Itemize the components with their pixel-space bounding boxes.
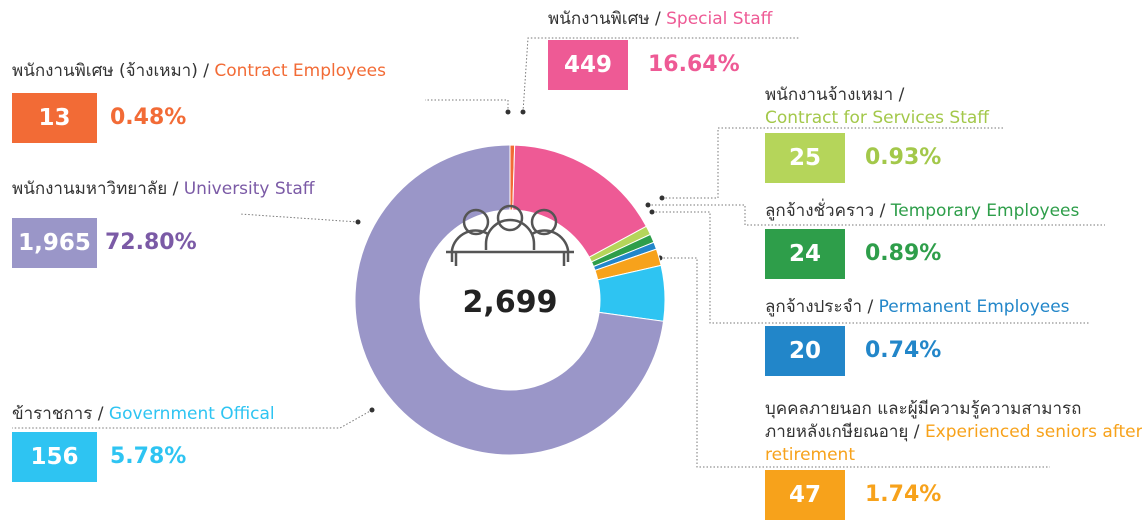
- count-box: 156: [12, 432, 97, 482]
- category-label: พนักงานพิเศษ / Special Staff: [548, 8, 848, 31]
- total-label: 2,699: [463, 285, 558, 320]
- leader: [12, 407, 375, 429]
- label-thai: พนักงานพิเศษ (จ้างเหมา) /: [12, 61, 209, 81]
- category-label: ลูกจ้างประจำ / Permanent Employees: [765, 296, 1135, 319]
- label-thai: ลูกจ้างประจำ /: [765, 297, 874, 317]
- leader: [239, 213, 361, 225]
- leader: [649, 209, 1090, 324]
- center-icon: [446, 204, 574, 266]
- category-label: พนักงานจ้างเหมา / Contract for Services …: [765, 84, 1065, 130]
- leader-line: [239, 213, 359, 223]
- leader: [425, 99, 511, 115]
- percentage-label: 0.74%: [865, 338, 942, 363]
- percentage-label: 0.93%: [865, 145, 942, 170]
- label-thai: พนักงานจ้างเหมา /: [765, 85, 905, 105]
- category-label: ลูกจ้างชั่วคราว / Temporary Employees: [765, 200, 1135, 223]
- count-box: 1,965: [12, 218, 97, 268]
- leader: [520, 37, 800, 115]
- label-thai: ลูกจ้างชั่วคราว /: [765, 201, 886, 221]
- label-english: Experienced seniors after retirement: [765, 422, 1142, 465]
- label-english: Special Staff: [666, 9, 773, 29]
- category-label: บุคคลภายนอก และผู้มีความรู้ความสามารถ ภา…: [765, 398, 1142, 467]
- percentage-label: 0.89%: [865, 241, 942, 266]
- count-box: 20: [765, 326, 845, 376]
- leader: [645, 202, 1105, 226]
- leader-line: [652, 211, 1090, 324]
- leader-dot: [659, 195, 665, 201]
- leader-dot: [645, 202, 651, 208]
- category-label: พนักงานพิเศษ (จ้างเหมา) / Contract Emplo…: [12, 60, 432, 83]
- label-english: Temporary Employees: [890, 201, 1080, 221]
- label-english: University Staff: [183, 179, 315, 199]
- leader-line: [662, 127, 1005, 199]
- donut: [354, 144, 666, 456]
- percentage-label: 0.48%: [110, 105, 187, 130]
- leader-dot: [505, 109, 511, 115]
- label-thai: ข้าราชการ /: [12, 404, 104, 424]
- percentage-label: 16.64%: [648, 52, 740, 77]
- label-thai: พนักงานมหาวิทยาลัย /: [12, 179, 179, 199]
- leader-line: [425, 99, 509, 112]
- label-english: Contract Employees: [214, 61, 386, 81]
- leader-dot: [520, 109, 526, 115]
- leader-line: [660, 257, 1050, 468]
- percentage-label: 5.78%: [110, 444, 187, 469]
- leader-dot: [649, 209, 655, 215]
- percentage-label: 1.74%: [865, 482, 942, 507]
- label-english: Contract for Services Staff: [765, 108, 989, 128]
- count-box: 25: [765, 133, 845, 183]
- category-label: พนักงานมหาวิทยาลัย / University Staff: [12, 178, 412, 201]
- donut-slice: [354, 144, 665, 456]
- label-english: Government Offical: [108, 404, 275, 424]
- label-thai: พนักงานพิเศษ /: [548, 9, 661, 29]
- count-box: 13: [12, 93, 97, 143]
- percentage-label: 72.80%: [105, 230, 197, 255]
- count-box: 24: [765, 229, 845, 279]
- count-box: 47: [765, 470, 845, 520]
- leader-dot: [369, 407, 375, 413]
- leader-line: [522, 37, 800, 113]
- count-box: 449: [548, 40, 628, 90]
- category-label: ข้าราชการ / Government Offical: [12, 403, 412, 426]
- leader-dot: [355, 219, 361, 225]
- leader: [659, 127, 1005, 201]
- label-english: Permanent Employees: [878, 297, 1070, 317]
- label-thai: บุคคลภายนอก และผู้มีความรู้ความสามารถ ภา…: [765, 399, 1082, 442]
